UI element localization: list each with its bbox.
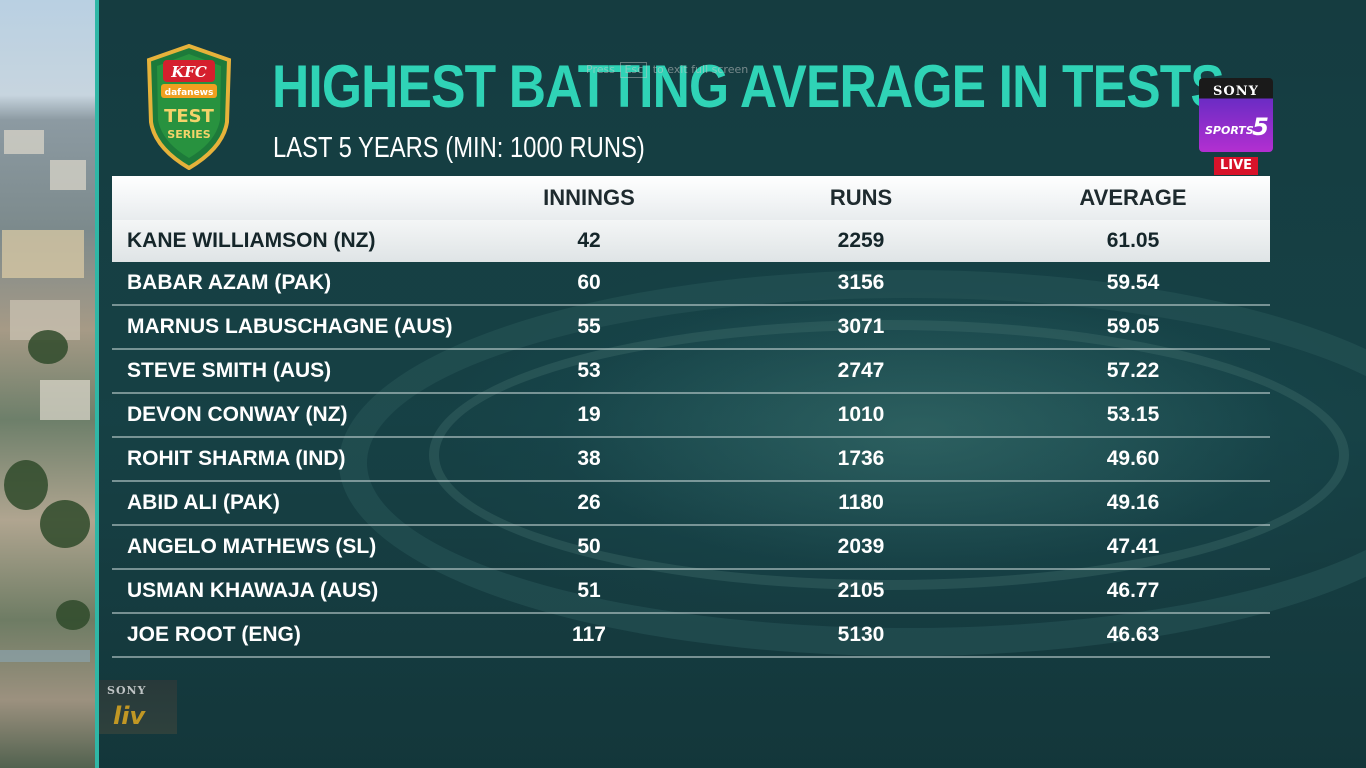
aerial-city-strip [0, 0, 96, 768]
svg-text:KFC: KFC [170, 63, 207, 81]
player-name-cell: JOE ROOT (ENG) [112, 613, 452, 658]
sony-sports-5-logo: SONY SPORTS 5 [1199, 78, 1273, 152]
svg-text:SERIES: SERIES [167, 128, 211, 141]
innings-cell: 55 [452, 305, 726, 350]
runs-cell: 2105 [726, 569, 996, 614]
innings-cell: 26 [452, 481, 726, 526]
player-name-cell: MARNUS LABUSCHAGNE (AUS) [112, 305, 453, 350]
innings-cell: 51 [452, 569, 726, 614]
average-cell: 46.63 [996, 613, 1270, 658]
sonyliv-watermark-logo: SONY liv [99, 680, 177, 734]
runs-cell: 5130 [726, 613, 996, 658]
fullscreen-exit-hint: Press Esc to exit full screen [586, 62, 749, 78]
average-cell: 59.54 [996, 262, 1270, 306]
runs-cell: 1736 [726, 437, 996, 482]
accent-divider-line [95, 0, 99, 768]
svg-text:dafanews: dafanews [165, 88, 214, 98]
live-badge: LIVE [1214, 157, 1258, 175]
innings-cell: 19 [452, 393, 726, 438]
table-row: DEVON CONWAY (NZ) 19 1010 53.15 [112, 393, 1270, 438]
player-name-cell: STEVE SMITH (AUS) [112, 349, 452, 394]
average-cell: 49.16 [996, 481, 1270, 526]
table-row: KANE WILLIAMSON (NZ) 42 2259 61.05 [112, 220, 1270, 262]
innings-cell: 38 [452, 437, 726, 482]
graphic-title: HIGHEST BATTING AVERAGE IN TESTS [272, 53, 1225, 120]
esc-key-icon: Esc [620, 62, 648, 78]
table-row: ANGELO MATHEWS (SL) 50 2039 47.41 [112, 525, 1270, 570]
average-cell: 61.05 [996, 220, 1270, 262]
player-name-cell: USMAN KHAWAJA (AUS) [112, 569, 452, 614]
innings-cell: 60 [452, 262, 726, 306]
table-row: ROHIT SHARMA (IND) 38 1736 49.60 [112, 437, 1270, 482]
average-cell: 59.05 [996, 305, 1270, 350]
innings-cell: 117 [452, 613, 726, 658]
average-cell: 49.60 [996, 437, 1270, 482]
table-header-row: INNINGS RUNS AVERAGE [112, 176, 1270, 220]
column-header-innings: INNINGS [452, 176, 726, 220]
runs-cell: 3071 [726, 305, 996, 350]
player-name-cell: ROHIT SHARMA (IND) [112, 437, 452, 482]
player-name-cell: BABAR AZAM (PAK) [112, 262, 452, 306]
batting-average-table: INNINGS RUNS AVERAGE KANE WILLIAMSON (NZ… [112, 176, 1270, 658]
graphic-subtitle: LAST 5 YEARS (MIN: 1000 RUNS) [273, 132, 645, 164]
player-name-cell: ANGELO MATHEWS (SL) [112, 525, 452, 570]
column-header-player [112, 176, 452, 220]
table-row: MARNUS LABUSCHAGNE (AUS) 55 3071 59.05 [112, 305, 1270, 350]
runs-cell: 3156 [726, 262, 996, 306]
table-row: JOE ROOT (ENG) 117 5130 46.63 [112, 613, 1270, 658]
runs-cell: 2747 [726, 349, 996, 394]
column-header-average: AVERAGE [996, 176, 1270, 220]
player-name-cell: ABID ALI (PAK) [112, 481, 452, 526]
column-header-runs: RUNS [726, 176, 996, 220]
runs-cell: 1180 [726, 481, 996, 526]
average-cell: 47.41 [996, 525, 1270, 570]
average-cell: 46.77 [996, 569, 1270, 614]
runs-cell: 2259 [726, 220, 996, 262]
innings-cell: 53 [452, 349, 726, 394]
average-cell: 53.15 [996, 393, 1270, 438]
kfc-test-series-logo: KFC dafanews TEST SERIES [143, 43, 235, 171]
runs-cell: 1010 [726, 393, 996, 438]
runs-cell: 2039 [726, 525, 996, 570]
innings-cell: 50 [452, 525, 726, 570]
svg-text:TEST: TEST [164, 106, 215, 127]
table-row: STEVE SMITH (AUS) 53 2747 57.22 [112, 349, 1270, 394]
table-row: BABAR AZAM (PAK) 60 3156 59.54 [112, 262, 1270, 306]
table-row: USMAN KHAWAJA (AUS) 51 2105 46.77 [112, 569, 1270, 614]
player-name-cell: DEVON CONWAY (NZ) [112, 393, 452, 438]
table-row: ABID ALI (PAK) 26 1180 49.16 [112, 481, 1270, 526]
average-cell: 57.22 [996, 349, 1270, 394]
innings-cell: 42 [452, 220, 726, 262]
player-name-cell: KANE WILLIAMSON (NZ) [112, 220, 452, 262]
